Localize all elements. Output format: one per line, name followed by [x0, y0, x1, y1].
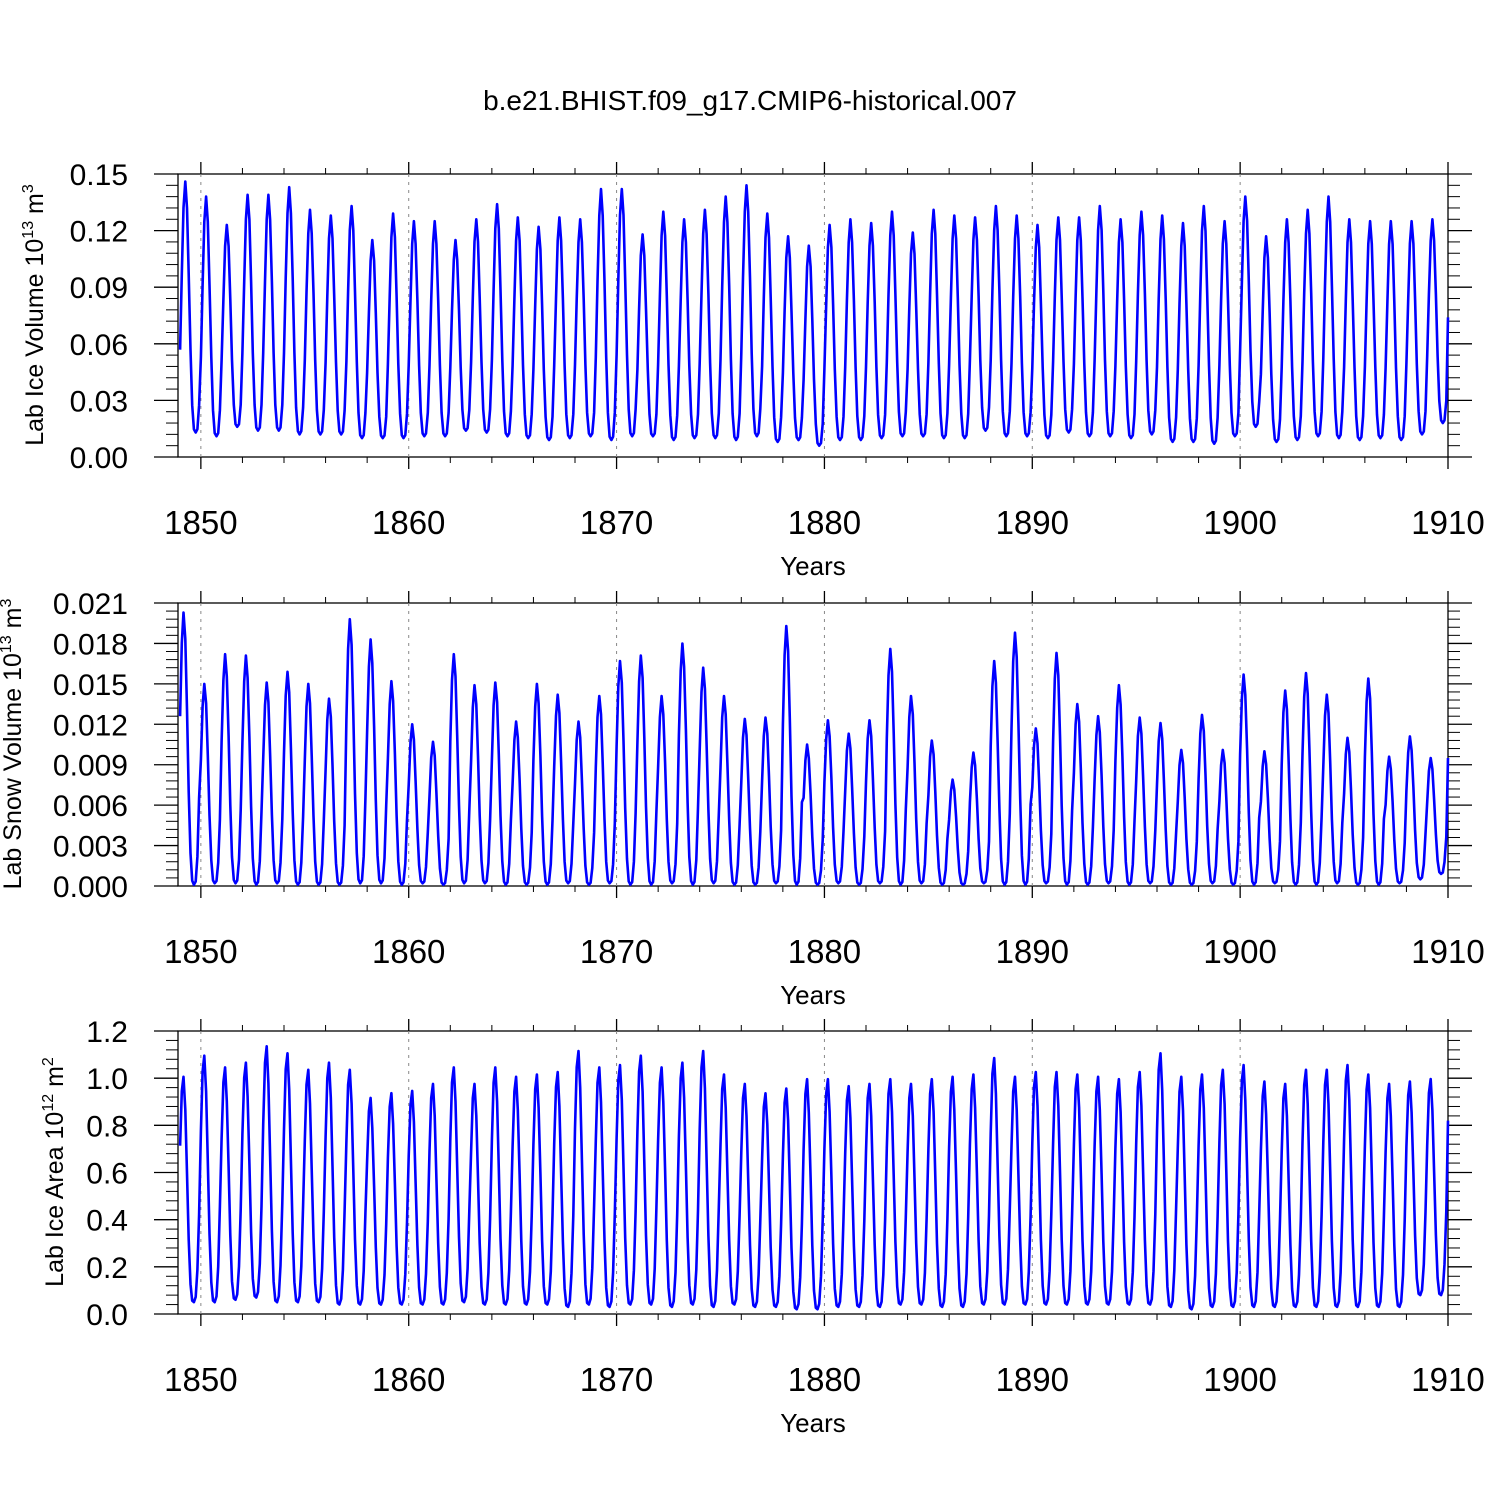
- panel-snow-volume-series-line: [178, 611, 1450, 887]
- panel-ice-volume-ytick-label: 0.00: [70, 442, 128, 475]
- panel-ice-area-xtick-label: 1880: [788, 1361, 861, 1398]
- panel-ice-area-ytick-label: 0.6: [86, 1158, 128, 1191]
- panel-ice-volume-ytick-label: 0.03: [70, 385, 128, 418]
- panel-snow-volume-ytick-label: 0.018: [53, 628, 128, 661]
- panel-ice-volume-series-line: [178, 180, 1450, 448]
- panel-ice-volume-xtick-label: 1900: [1203, 504, 1276, 541]
- panel-ice-area: Lab Ice Area 1012 m2 Years 1850 1860 1870 1…: [40, 1016, 1485, 1438]
- panel-ice-area-xlabel: Years: [780, 1408, 846, 1438]
- panel-ice-volume-xtick-label: 1880: [788, 504, 861, 541]
- panel-ice-area-xtick-label: 1850: [164, 1361, 237, 1398]
- panel-ice-area-xtick-label: 1890: [996, 1361, 1069, 1398]
- panel-snow-volume: Lab Snow Volume 1013 m3 Years 1850 1860 18…: [0, 588, 1485, 1010]
- panel-ice-volume-xtick-label: 1890: [996, 504, 1069, 541]
- panel-ice-area-xtick-label: 1910: [1411, 1361, 1484, 1398]
- panel-ice-area-series-line: [178, 1045, 1450, 1311]
- panel-ice-volume-plot-frame: [177, 173, 1449, 458]
- panel-ice-volume-ytick-label: 0.12: [70, 216, 128, 249]
- panel-snow-volume-plot-frame: [177, 602, 1449, 887]
- panel-snow-volume-xtick-label: 1900: [1203, 933, 1276, 970]
- panel-ice-volume-xtick-label: 1870: [580, 504, 653, 541]
- panel-snow-volume-xtick-label: 1870: [580, 933, 653, 970]
- panel-snow-volume-ytick-label: 0.021: [53, 588, 128, 621]
- panel-ice-volume-ytick-label: 0.06: [70, 329, 128, 362]
- panel-ice-area-ytick-label: 0.8: [86, 1110, 128, 1143]
- panel-snow-volume-xtick-label: 1880: [788, 933, 861, 970]
- panel-snow-volume-xtick-label: 1890: [996, 933, 1069, 970]
- panel-snow-volume-ytick-label: 0.015: [53, 669, 128, 702]
- panel-snow-volume-ytick-label: 0.012: [53, 709, 128, 742]
- figure-title: b.e21.BHIST.f09_g17.CMIP6-historical.007: [483, 85, 1017, 116]
- panel-ice-volume-ylabel: Lab Ice Volume 1013 m3: [20, 184, 49, 446]
- panel-snow-volume-xtick-label: 1860: [372, 933, 445, 970]
- panel-snow-volume-ytick-label: 0.000: [53, 871, 128, 904]
- panel-snow-volume-ytick-label: 0.009: [53, 750, 128, 783]
- panel-ice-volume: Lab Ice Volume 1013 m3 Years 1850 1860 187…: [20, 159, 1485, 581]
- panel-ice-area-xtick-label: 1860: [372, 1361, 445, 1398]
- panel-snow-volume-xtick-label: 1910: [1411, 933, 1484, 970]
- panel-ice-area-ylabel: Lab Ice Area 1012 m2: [40, 1057, 69, 1287]
- panel-ice-area-ytick-label: 1.0: [86, 1063, 128, 1096]
- panel-snow-volume-xlabel: Years: [780, 980, 846, 1010]
- panel-ice-volume-ytick-label: 0.09: [70, 272, 128, 305]
- panel-snow-volume-ytick-label: 0.006: [53, 790, 128, 823]
- panel-ice-area-xtick-label: 1870: [580, 1361, 653, 1398]
- panel-snow-volume-ytick-label: 0.003: [53, 831, 128, 864]
- panel-ice-area-ytick-label: 0.2: [86, 1252, 128, 1285]
- panel-ice-area-ytick-label: 1.2: [86, 1016, 128, 1049]
- panel-ice-area-ytick-label: 0.4: [86, 1205, 128, 1238]
- panel-ice-volume-xtick-label: 1850: [164, 504, 237, 541]
- panel-ice-volume-xlabel: Years: [780, 551, 846, 581]
- panel-snow-volume-ylabel: Lab Snow Volume 1013 m3: [0, 599, 27, 890]
- panel-ice-area-ytick-label: 0.0: [86, 1299, 128, 1332]
- panel-snow-volume-xtick-label: 1850: [164, 933, 237, 970]
- panel-ice-volume-ytick-label: 0.15: [70, 159, 128, 192]
- panel-ice-volume-xtick-label: 1910: [1411, 504, 1484, 541]
- panel-ice-area-xtick-label: 1900: [1203, 1361, 1276, 1398]
- panel-ice-volume-xtick-label: 1860: [372, 504, 445, 541]
